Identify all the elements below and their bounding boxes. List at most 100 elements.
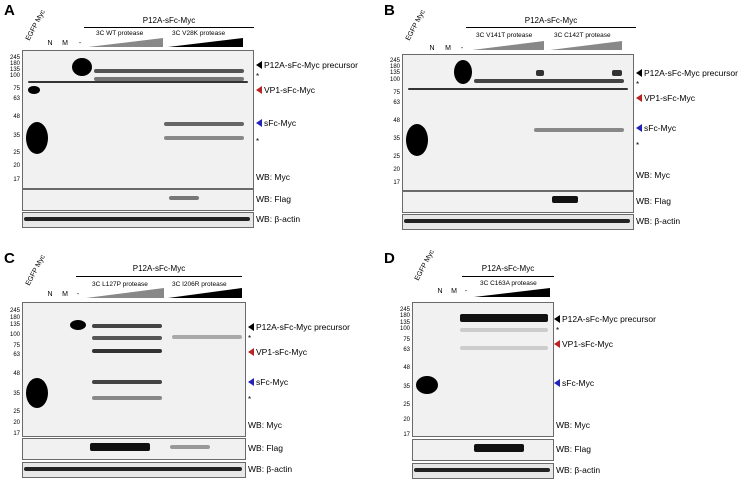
flag-band	[474, 444, 524, 452]
panel-letter: A	[4, 2, 15, 19]
wb-flag-label: WB: Flag	[556, 444, 591, 454]
egfp-band-upper	[28, 86, 40, 94]
lane-minus-label: -	[78, 40, 82, 47]
actin-band	[24, 467, 242, 471]
wb-myc-label: WB: Myc	[636, 170, 670, 180]
flag-blot	[402, 191, 634, 213]
arrow-sfc	[636, 124, 642, 132]
protease1-label: 3C C163A protease	[480, 280, 537, 287]
marker-75: 75	[403, 337, 410, 343]
label-vp1: VP1-sFc-Myc	[644, 93, 695, 103]
marker-245: 245	[9, 55, 20, 61]
marker-180: 180	[9, 315, 20, 321]
arrow-precursor	[256, 61, 262, 69]
construct-label: P12A-sFc-Myc	[524, 16, 578, 25]
marker-48: 48	[13, 114, 20, 120]
egfp-band	[26, 378, 48, 408]
marker-100: 100	[389, 77, 400, 83]
marker-63: 63	[393, 100, 400, 106]
protease1-label: 3C WT protease	[96, 30, 144, 37]
arrow-precursor	[636, 69, 642, 77]
flag-band	[552, 196, 578, 203]
construct-line	[84, 27, 254, 28]
label-precursor: P12A-sFc-Myc precursor	[256, 322, 350, 332]
actin-band	[24, 217, 250, 221]
gradient-wedge-1	[472, 41, 544, 50]
arrow-sfc	[554, 379, 560, 387]
label-sfc: sFc-Myc	[644, 123, 677, 133]
lane-m-label: M	[62, 40, 68, 47]
marker-100: 100	[9, 332, 20, 338]
star-1: *	[248, 334, 252, 343]
label-sfc: sFc-Myc	[256, 377, 289, 387]
marker-35: 35	[403, 384, 410, 390]
marker-245: 245	[399, 307, 410, 313]
construct-label: P12A-sFc-Myc	[132, 264, 186, 273]
star-1: *	[636, 80, 640, 89]
lane-m-label: M	[451, 288, 457, 295]
protease2-label: 3C I206R protease	[172, 281, 227, 288]
marker-35: 35	[393, 136, 400, 142]
band-row	[92, 336, 162, 340]
band-row	[92, 349, 162, 353]
marker-135: 135	[389, 70, 400, 76]
marker-20: 20	[393, 167, 400, 173]
gradient-wedge-2	[550, 41, 622, 50]
construct-label: P12A-sFc-Myc	[481, 264, 535, 273]
marker-17: 17	[403, 432, 410, 438]
label-vp1: VP1-sFc-Myc	[264, 85, 315, 95]
panel-a: A EGFP Myc N M - P12A-sFc-Myc 3C WT prot…	[4, 2, 364, 237]
gradient-wedge-1	[474, 288, 550, 297]
wb-actin-label: WB: β-actin	[256, 214, 301, 224]
myc-blot	[412, 302, 554, 437]
actin-band	[414, 468, 550, 472]
panel-letter: B	[384, 2, 395, 19]
lane-minus-label: -	[76, 291, 80, 298]
arrow-sfc	[256, 119, 262, 127]
label-vp1: VP1-sFc-Myc	[256, 347, 307, 357]
band-row	[164, 136, 244, 140]
protease1-label: 3C L127P protease	[92, 281, 148, 288]
band-row	[92, 380, 162, 384]
band-row	[534, 128, 624, 132]
egfp-band	[406, 124, 428, 156]
marker-75: 75	[13, 343, 20, 349]
egfp-band	[416, 376, 438, 394]
gradient-wedge-1	[88, 38, 163, 47]
lane-n-label: N	[47, 291, 53, 298]
gradient-wedge-2	[168, 288, 242, 298]
marker-25: 25	[403, 402, 410, 408]
marker-20: 20	[13, 163, 20, 169]
construct-line	[76, 276, 242, 277]
star-2: *	[636, 141, 640, 150]
construct-line	[462, 276, 554, 277]
band-row	[94, 69, 244, 73]
band-row	[460, 328, 548, 332]
lane-minus-label: -	[464, 288, 468, 295]
band-row	[164, 122, 244, 126]
arrow-sfc	[248, 378, 254, 386]
lane-n-label: N	[47, 40, 53, 47]
marker-100: 100	[9, 73, 20, 79]
marker-48: 48	[393, 118, 400, 124]
arrow-vp1	[554, 340, 560, 348]
band-row	[474, 79, 624, 83]
marker-17: 17	[13, 177, 20, 183]
actin-band	[404, 219, 630, 223]
precursor-band-minus	[454, 60, 472, 84]
arrow-vp1	[636, 94, 642, 102]
flag-band	[170, 445, 210, 449]
star-1: *	[556, 326, 560, 335]
marker-35: 35	[13, 133, 20, 139]
panel-letter: D	[384, 250, 395, 267]
marker-180: 180	[9, 61, 20, 67]
star-2: *	[248, 395, 252, 404]
protease1-label: 3C V141T protease	[476, 32, 533, 39]
label-precursor: P12A-sFc-Myc precursor	[264, 60, 358, 70]
arrow-precursor	[554, 315, 560, 323]
label-precursor: P12A-sFc-Myc precursor	[562, 314, 656, 324]
band-row	[536, 70, 544, 76]
marker-20: 20	[403, 417, 410, 423]
marker-20: 20	[13, 420, 20, 426]
egfp-lane-label: EGFP Myc	[24, 253, 47, 287]
